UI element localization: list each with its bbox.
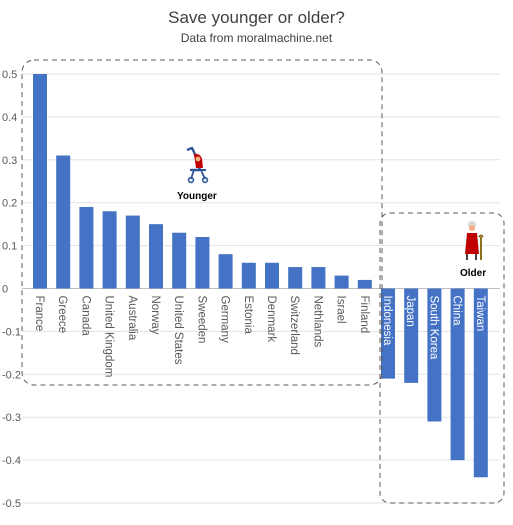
category-label: Norway (149, 296, 161, 335)
bar (427, 288, 442, 422)
older-label: Older (460, 268, 486, 279)
bar (357, 279, 372, 289)
bar (241, 262, 256, 289)
category-label: South Korea (427, 296, 439, 361)
bar (450, 288, 465, 461)
category-label: Finland (358, 296, 370, 334)
bar (195, 237, 210, 289)
category-label: France (33, 296, 45, 332)
chart-title: Save younger or older? (168, 8, 345, 27)
y-tick-label: 0.5 (2, 69, 17, 81)
category-label: Israel (335, 296, 347, 324)
y-tick-label: -0.5 (2, 498, 21, 510)
bar (404, 288, 419, 383)
stroller-icon (186, 146, 209, 184)
bars (33, 74, 488, 478)
bar (218, 254, 233, 289)
category-label: Germany (219, 296, 231, 344)
bar (381, 288, 395, 379)
category-label: Taiwan (474, 296, 486, 332)
younger-group-box (21, 59, 383, 386)
category-label: United Kingdom (103, 296, 115, 378)
category-labels: France Greece Canada United Kingdom Australi… (33, 296, 486, 378)
chart-subtitle: Data from moralmachine.net (180, 31, 333, 45)
bar (334, 275, 349, 289)
y-tick-label: -0.1 (2, 326, 21, 338)
y-tick-label: 0.2 (2, 198, 17, 210)
category-label: Japan (404, 296, 416, 327)
category-label: China (451, 296, 463, 327)
bar (265, 262, 279, 289)
bar (288, 267, 303, 289)
bar (149, 224, 163, 289)
y-tick-labels: 0.5 0.4 0.3 0.2 0.1 0 -0.1 -0.2 -0.3 -0.4 -0.5 (2, 69, 21, 510)
category-label: Switzerland (288, 296, 300, 355)
bar (79, 206, 94, 289)
bar (311, 267, 326, 289)
category-label: Nethlands (311, 296, 323, 348)
y-tick-label: -0.3 (2, 412, 21, 424)
category-label: Australia (126, 296, 138, 341)
category-label: Estonia (242, 296, 254, 335)
bar (102, 211, 117, 289)
y-tick-label: -0.4 (2, 455, 21, 467)
category-label: United States (172, 296, 184, 365)
elderly-person-icon (465, 221, 484, 260)
y-tick-label: 0 (2, 284, 8, 296)
category-label: Canada (79, 296, 91, 337)
category-label: Indonesia (381, 296, 393, 346)
category-label: Sweeden (195, 296, 207, 344)
bar (125, 215, 140, 289)
y-tick-label: 0.3 (2, 155, 17, 167)
younger-label: Younger (177, 191, 217, 202)
y-tick-label: 0.1 (2, 241, 17, 253)
gridlines (22, 73, 500, 504)
y-tick-label: -0.2 (2, 369, 21, 381)
bar (33, 74, 47, 289)
category-label: Greece (56, 296, 68, 334)
bar (56, 155, 71, 289)
bar (473, 288, 488, 478)
category-label: Denmark (265, 296, 277, 343)
older-group-box (379, 212, 505, 504)
y-tick-label: 0.4 (2, 112, 17, 124)
bar (172, 232, 187, 289)
